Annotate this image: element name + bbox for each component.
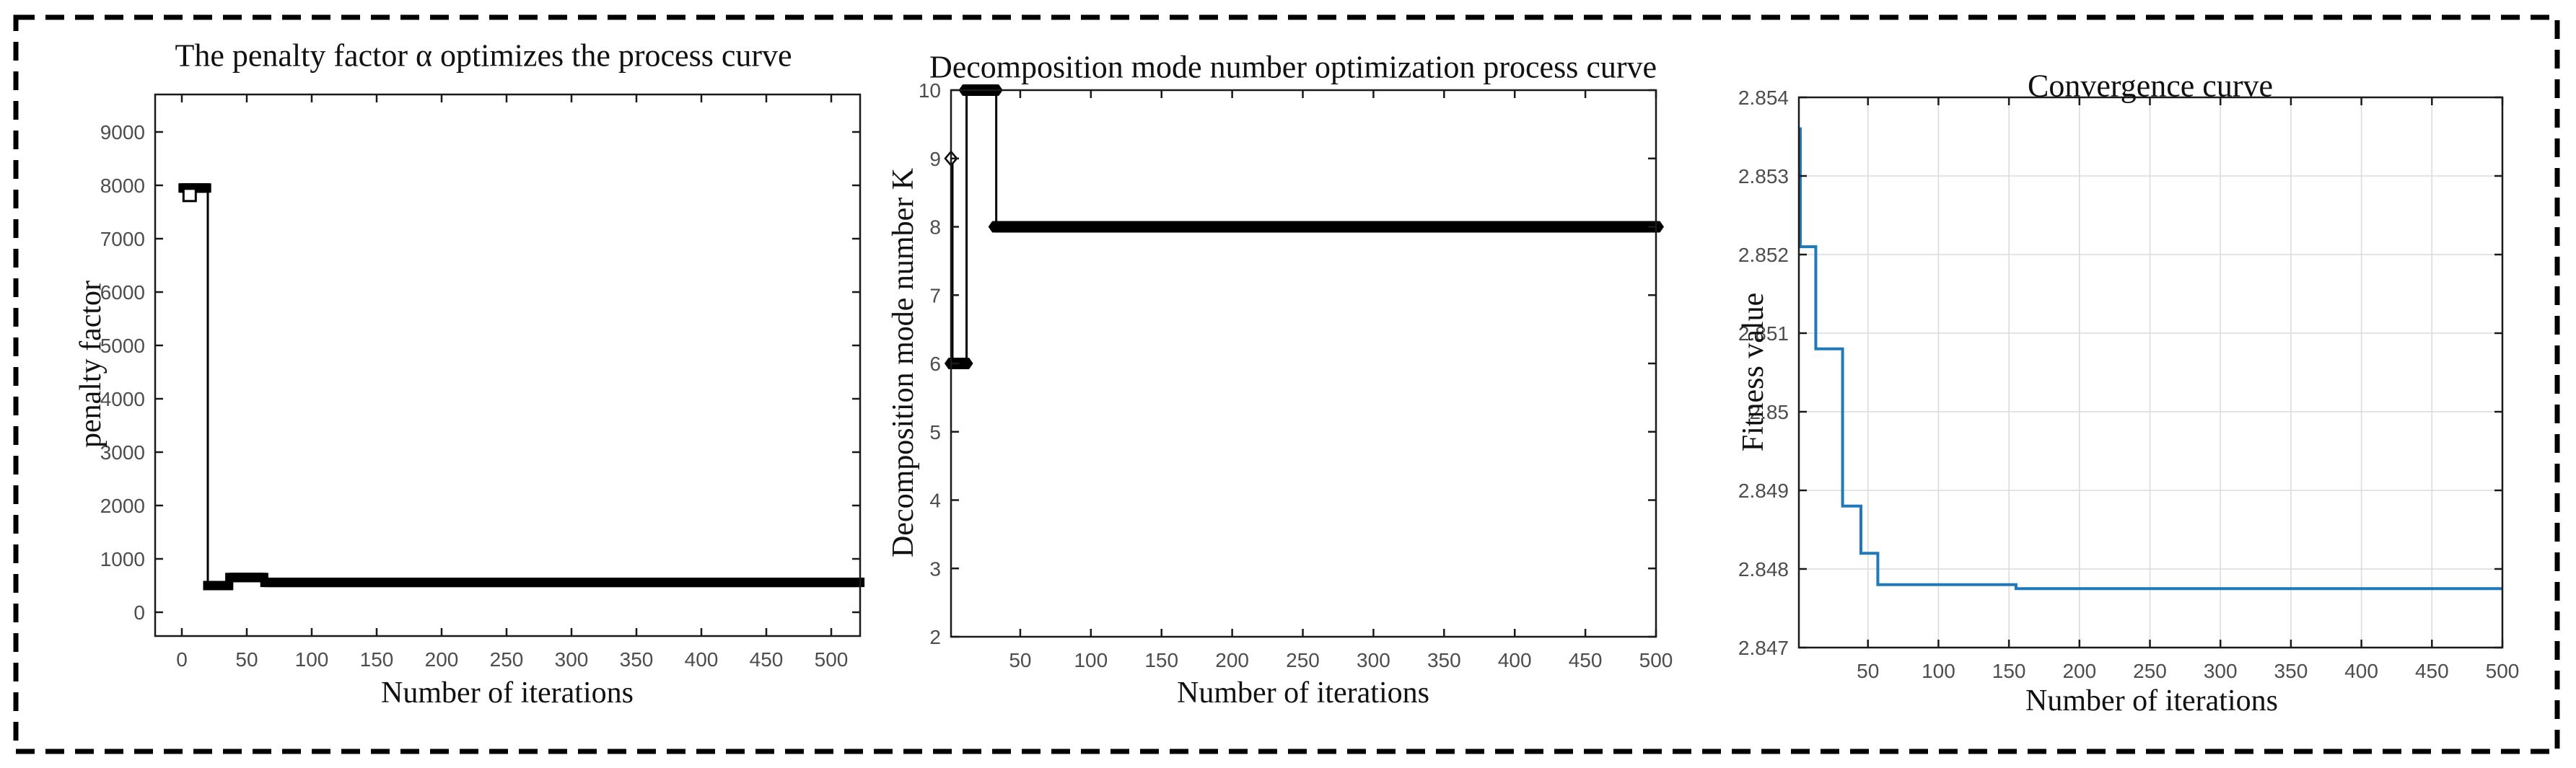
x-tick-label: 50	[1857, 660, 1879, 682]
y-tick-label: 7000	[100, 228, 145, 250]
y-tick-label: 3000	[100, 441, 145, 464]
x-tick-label: 200	[1215, 649, 1249, 671]
x-tick-label: 350	[620, 648, 654, 671]
y-tick-label: 4	[929, 490, 941, 512]
y-tick-label: 2.85	[1750, 401, 1789, 423]
x-tick-label: 250	[1286, 649, 1320, 671]
y-tick-label: 4000	[100, 388, 145, 410]
y-tick-label: 5	[929, 421, 941, 443]
plot-box	[154, 93, 862, 637]
y-tick-label: 8000	[100, 175, 145, 197]
x-tick-label: 200	[2062, 660, 2096, 682]
x-tick-label: 150	[1992, 660, 2026, 682]
chart2-title: Decomposition mode number optimization p…	[929, 49, 1657, 85]
y-tick-label: 1000	[100, 548, 145, 570]
y-tick-label: 2.851	[1738, 322, 1789, 345]
x-tick-label: 350	[2274, 660, 2308, 682]
x-tick-label: 400	[1498, 649, 1532, 671]
x-tick-label: 500	[2486, 660, 2520, 682]
x-tick-label: 0	[176, 648, 188, 671]
y-tick-label: 10	[919, 79, 941, 102]
y-tick-label: 2.848	[1738, 558, 1789, 581]
y-tick-label: 8	[929, 216, 941, 239]
x-tick-label: 300	[555, 648, 589, 671]
x-tick-label: 500	[815, 648, 849, 671]
x-tick-label: 400	[2344, 660, 2378, 682]
chart2-ylabel: Decomposition mode number K	[887, 167, 920, 558]
series-fitness-value	[1798, 127, 2502, 591]
y-tick-label: 2.852	[1738, 244, 1789, 266]
x-tick-label: 150	[360, 648, 394, 671]
y-tick-label: 2	[929, 626, 941, 648]
chart3-title: Convergence curve	[2027, 68, 2274, 104]
x-tick-label: 300	[2204, 660, 2238, 682]
y-tick-label: 2.849	[1738, 480, 1789, 502]
series-line	[1798, 127, 2502, 591]
y-tick-label: 9000	[100, 121, 145, 144]
chart3-ylabel: Fitness value	[1737, 292, 1770, 452]
chart1-title: The penalty factor α optimizes the proce…	[175, 37, 792, 74]
y-tick-label: 9	[929, 148, 941, 170]
x-tick-label: 100	[295, 648, 329, 671]
y-tick-label: 2.847	[1738, 637, 1789, 659]
x-tick-label: 200	[425, 648, 459, 671]
chart-convergence-curve: 50 100 150 200 250 300 350 400 450 500 2.847 2.848 2…	[1738, 87, 2519, 682]
series-line	[183, 187, 860, 587]
chart1-xlabel: Number of iterations	[381, 676, 634, 710]
x-tick-label: 150	[1144, 649, 1178, 671]
x-tick-label: 500	[1639, 649, 1673, 671]
chart3-xlabel: Number of iterations	[2025, 684, 2278, 718]
x-tick-label: 50	[1009, 649, 1031, 671]
x-tick-label: 300	[1357, 649, 1390, 671]
y-tick-label: 5000	[100, 335, 145, 357]
y-tick-label: 2.854	[1738, 87, 1789, 109]
series-line	[951, 89, 1656, 365]
x-tick-label: 450	[750, 648, 784, 671]
y-tick-label: 6	[929, 353, 941, 375]
figure-dashed-border	[13, 14, 2560, 754]
y-tick-label: 0	[133, 601, 145, 624]
x-tick-label: 400	[685, 648, 719, 671]
x-tick-label: 450	[2415, 660, 2449, 682]
y-tick-label: 3	[929, 557, 941, 580]
y-tick-label: 2000	[100, 495, 145, 517]
chart-decomposition-mode-number-curve: 50 100 150 200 250 300 350 400 450 500 2 3 4 5 6 7 8 9 10	[919, 79, 1673, 671]
x-tick-label: 100	[1074, 649, 1108, 671]
y-tick-label: 6000	[100, 281, 145, 304]
plot-box	[950, 89, 1657, 638]
chart1-ylabel: penalty factor	[74, 280, 108, 449]
x-tick-label: 350	[1427, 649, 1461, 671]
series-penalty-factor	[178, 183, 865, 591]
chart2-xlabel: Number of iterations	[1177, 676, 1429, 710]
y-tick-label: 2.853	[1738, 165, 1789, 187]
series-initial-point	[182, 187, 197, 203]
x-tick-label: 100	[1922, 660, 1955, 682]
plot-box	[1797, 96, 2504, 649]
x-tick-label: 250	[490, 648, 524, 671]
y-tick-label: 7	[929, 284, 941, 306]
series-decomposition-mode-number-K	[944, 84, 1664, 369]
x-tick-label: 450	[1569, 649, 1603, 671]
chart-penalty-factor-curve: 0 50 100 150 200 250 300 350 400 450 5000100020003…	[100, 93, 865, 671]
x-tick-label: 50	[235, 648, 258, 671]
x-tick-label: 250	[2133, 660, 2167, 682]
